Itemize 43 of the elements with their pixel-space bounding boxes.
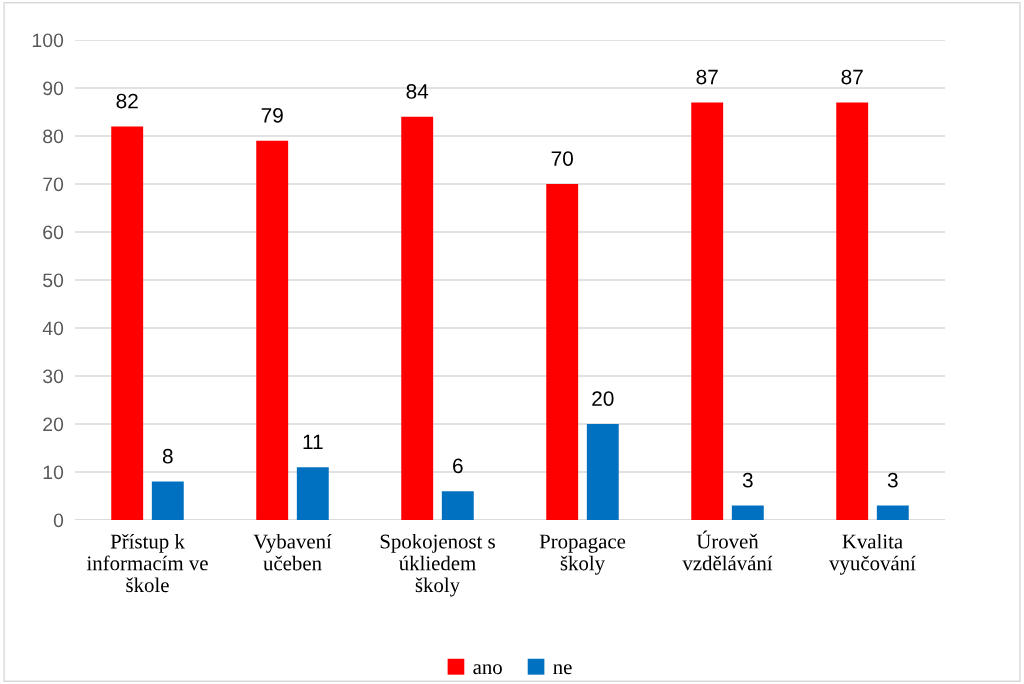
data-label: 11 (303, 434, 323, 449)
bar (401, 116, 434, 520)
y-tick-label: 20 (43, 417, 64, 432)
bar (111, 126, 144, 520)
bar (441, 491, 474, 520)
y-tick-label: 0 (53, 513, 64, 528)
x-tick-label: Kvalita vyučování (829, 533, 916, 575)
y-tick-label: 10 (43, 465, 64, 480)
data-label: 87 (841, 69, 863, 85)
data-label: 3 (887, 472, 898, 488)
bar (731, 505, 764, 520)
y-tick-label: 30 (43, 369, 64, 384)
data-label: 87 (696, 69, 718, 85)
data-label: 70 (551, 151, 573, 166)
bar (546, 184, 579, 520)
x-tick-label: Spokojenost s úkliedem školy (380, 533, 495, 597)
data-label: 84 (406, 84, 429, 99)
bar (836, 102, 869, 520)
legend-label: ne (553, 664, 572, 675)
bar (586, 424, 619, 520)
x-tick-label: Vybavení učeben (253, 533, 332, 571)
data-label: 8 (162, 448, 173, 464)
y-tick-label: 80 (43, 129, 64, 144)
x-tick-label: Přístup k informacím ve škole (86, 533, 208, 593)
bar (151, 481, 184, 520)
y-tick-label: 40 (42, 321, 64, 336)
x-tick-label: Úroveň vzdělávání (682, 530, 773, 571)
bar (256, 140, 289, 520)
bar (691, 102, 724, 520)
legend-label: ano (473, 664, 502, 675)
data-label: 79 (261, 108, 283, 123)
data-label: 3 (742, 472, 753, 488)
x-tick-label: Propagace školy (539, 534, 626, 575)
data-label: 82 (116, 93, 138, 109)
data-label: 6 (453, 458, 463, 474)
y-tick-label: 100 (32, 33, 64, 48)
y-tick-label: 90 (43, 81, 64, 96)
y-tick-label: 60 (43, 225, 64, 240)
data-label: 20 (592, 391, 614, 406)
y-tick-label: 50 (43, 273, 64, 288)
bar (876, 505, 909, 520)
y-tick-label: 70 (43, 177, 64, 192)
bar (296, 467, 329, 520)
